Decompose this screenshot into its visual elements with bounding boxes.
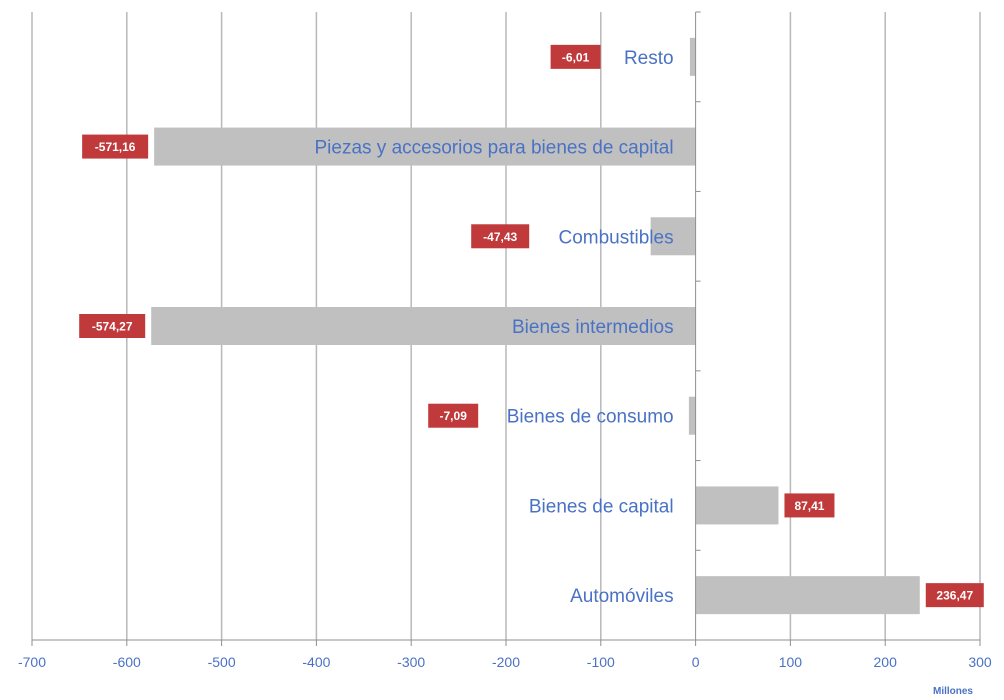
x-tick-label: 0 [692,654,700,670]
data-label-badge [428,403,479,428]
x-tick-label: -100 [587,654,615,670]
data-label: 236,47 [936,589,973,603]
bar [688,396,696,435]
x-tick-label: -600 [113,654,141,670]
x-tick-label: -400 [302,654,330,670]
x-tick-label: 200 [874,654,898,670]
bar [650,217,696,256]
data-label-badge [784,493,835,518]
category-label: Combustibles [558,227,673,248]
bars [151,37,920,615]
category-label: Bienes de consumo [507,407,674,428]
data-label: -574,27 [92,320,133,334]
axes: -700 -600 -500 -400 -300 -200 -100 0 100 200 300 [18,11,992,670]
data-label-badge [925,583,984,608]
data-label-badge [82,134,149,159]
category-label: Resto [624,48,674,69]
data-label: -6,01 [562,50,590,64]
data-label-badge [79,314,146,338]
data-label: -7,09 [440,409,468,423]
data-label: 87,41 [794,499,824,513]
labels: Resto -6,01 Piezas y accesorios para biene… [79,44,984,608]
data-label-badge [550,44,601,69]
category-label: Piezas y accesorios para bienes de capit… [315,138,674,159]
data-label: -571,16 [95,140,136,154]
bar [695,576,920,615]
x-tick-label: -700 [18,654,46,670]
category-label: Bienes intermedios [512,317,674,338]
x-tick-label: -200 [492,654,520,670]
x-tick-label: 100 [779,654,803,670]
bar [154,127,696,166]
x-tick-label: -300 [397,654,425,670]
bar [151,307,696,345]
bar [689,37,696,76]
x-tick-label: 300 [968,654,992,670]
data-label-badge [471,224,530,249]
bar [695,486,779,525]
category-label: Automóviles [570,586,674,607]
x-tick-label: -500 [208,654,236,670]
unit-label: Millones [933,686,973,697]
data-label: -47,43 [483,230,517,244]
category-label: Bienes de capital [529,496,674,517]
